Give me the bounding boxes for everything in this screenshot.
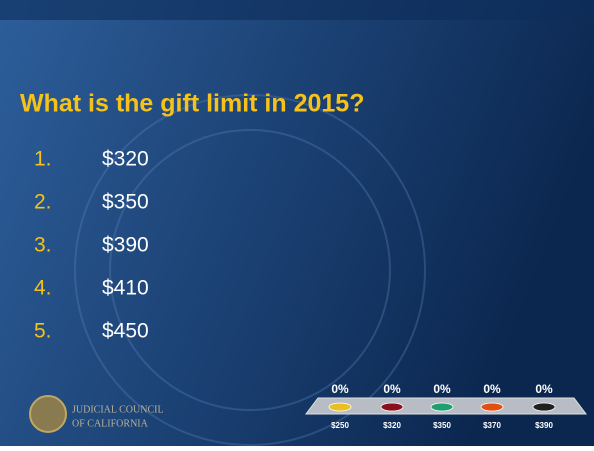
option-number: 4. — [34, 277, 52, 300]
seal-watermark — [74, 94, 426, 446]
value-label: 0% — [433, 382, 451, 396]
x-tick-label: $320 — [383, 421, 401, 430]
top-band — [0, 0, 594, 20]
x-tick-label: $250 — [331, 421, 349, 430]
option-number: 2. — [34, 191, 52, 214]
option-number: 3. — [34, 234, 52, 257]
bar-base — [328, 402, 352, 412]
logo-text: JUDICIAL COUNCIL — [72, 404, 164, 415]
option-text: $410 — [102, 277, 149, 300]
option-text: $350 — [102, 191, 149, 214]
option-text: $390 — [102, 234, 149, 257]
value-label: 0% — [535, 382, 553, 396]
option-text: $320 — [102, 148, 149, 171]
logo-text: OF CALIFORNIA — [72, 418, 149, 429]
x-tick-label: $390 — [535, 421, 553, 430]
value-label: 0% — [383, 382, 401, 396]
value-label: 0% — [483, 382, 501, 396]
value-label: 0% — [331, 382, 349, 396]
x-tick-label: $370 — [483, 421, 501, 430]
slide-title: What is the gift limit in 2015? — [20, 90, 364, 118]
bar-base — [532, 402, 556, 412]
x-tick-label: $350 — [433, 421, 451, 430]
bar-base — [380, 402, 404, 412]
logo-seal — [29, 395, 67, 433]
option-number: 5. — [34, 320, 52, 343]
option-number: 1. — [34, 148, 52, 171]
logo: JUDICIAL COUNCIL OF CALIFORNIA — [29, 395, 164, 433]
bar-base — [480, 402, 504, 412]
option-text: $450 — [102, 320, 149, 343]
bar-base — [430, 402, 454, 412]
